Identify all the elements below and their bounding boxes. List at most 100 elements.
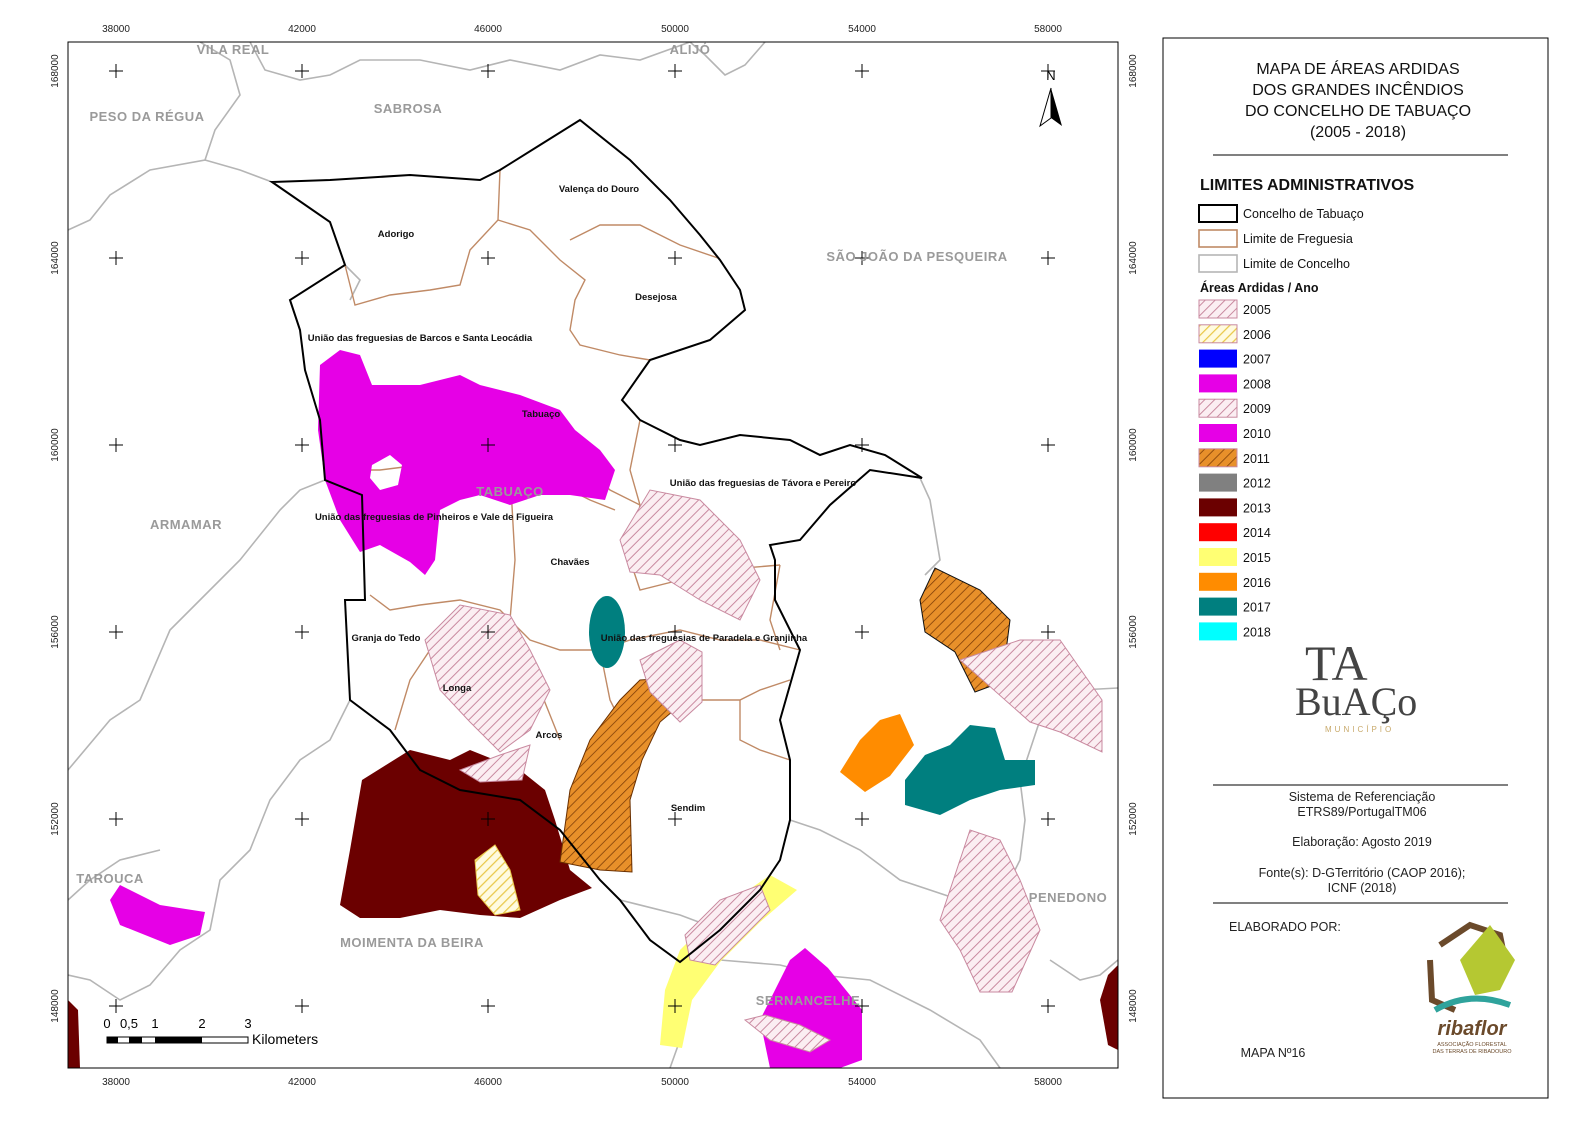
info-text: Sistema de Referenciação xyxy=(1289,790,1436,804)
y-coord-label: 156000 xyxy=(50,615,61,649)
logo-text: MUNICÍPIO xyxy=(1325,725,1394,734)
place-label: SERNANCELHE xyxy=(756,993,860,1008)
grid-cross xyxy=(481,64,495,78)
legend-label: 2013 xyxy=(1243,501,1271,515)
place-label: PENEDONO xyxy=(1029,890,1107,905)
parish-label: União das freguesias de Barcos e Santa L… xyxy=(308,333,533,344)
grid-cross xyxy=(481,812,495,826)
legend-swatch xyxy=(1199,548,1237,566)
legend-swatch xyxy=(1198,229,1238,248)
place-label: SABROSA xyxy=(374,101,443,116)
burned-2017-west xyxy=(589,596,625,668)
grid-cross xyxy=(855,625,869,639)
scale-unit: Kilometers xyxy=(252,1031,318,1047)
grid-cross xyxy=(481,438,495,452)
info-text: ETRS89/PortugalTM06 xyxy=(1297,805,1426,819)
burned-2017-east xyxy=(905,725,1035,815)
scale-bar xyxy=(106,1036,249,1044)
grid-cross xyxy=(295,625,309,639)
grid-cross xyxy=(295,251,309,265)
x-coord-label: 54000 xyxy=(848,1077,876,1088)
parish-label: Granja do Tedo xyxy=(352,633,421,644)
legend-swatch xyxy=(1198,299,1238,319)
x-coord-label: 42000 xyxy=(288,1077,316,1088)
y-coord-label: 168000 xyxy=(50,54,61,88)
grid-cross xyxy=(855,438,869,452)
legend-swatch xyxy=(1199,622,1237,641)
scale-label: 2 xyxy=(198,1016,205,1031)
legend-label: 2018 xyxy=(1243,625,1271,639)
legend-swatch xyxy=(1198,254,1238,273)
legend-label: 2014 xyxy=(1243,526,1271,540)
legend-label: 2017 xyxy=(1243,601,1271,615)
grid-cross xyxy=(1041,625,1055,639)
logo-text: DAS TERRAS DE RIBADOURO xyxy=(1432,1049,1512,1055)
legend-heading: Áreas Ardidas / Ano xyxy=(1200,280,1319,295)
grid-cross xyxy=(1041,251,1055,265)
burned-areas xyxy=(68,350,1118,1068)
org-logo: ribaflor ASSOCIAÇÃO FLORESTAL DAS TERRAS… xyxy=(1427,921,1515,1055)
x-coord-label: 54000 xyxy=(848,24,876,35)
legend-heading: LIMITES ADMINISTRATIVOS xyxy=(1200,177,1415,194)
concelho-boundary xyxy=(268,118,923,964)
grid-cross xyxy=(1041,64,1055,78)
burned-2016 xyxy=(840,714,914,792)
parish-label: União das freguesias de Pinheiros e Vale… xyxy=(315,512,554,523)
parish-label: Longa xyxy=(443,683,472,694)
burned-2006 xyxy=(474,844,521,916)
grid-cross xyxy=(109,251,123,265)
legend-label: 2012 xyxy=(1243,477,1271,491)
x-coord-label: 42000 xyxy=(288,24,316,35)
grid-cross xyxy=(855,999,869,1013)
legend-swatch xyxy=(1199,374,1237,393)
legend-swatch xyxy=(1199,572,1237,591)
logo-text: ASSOCIAÇÃO FLORESTAL xyxy=(1437,1041,1507,1048)
x-coord-label: 38000 xyxy=(102,1077,130,1088)
map-body xyxy=(68,42,1118,1068)
grid-cross xyxy=(668,438,682,452)
grid-cross xyxy=(295,438,309,452)
grid-cross xyxy=(109,812,123,826)
legend-swatch xyxy=(1198,448,1238,468)
parish-label: Chavães xyxy=(550,557,589,568)
north-arrow: N xyxy=(1039,68,1062,128)
place-label: ALIJÓ xyxy=(670,42,711,57)
legend-swatch xyxy=(1198,324,1238,344)
legend-label: 2016 xyxy=(1243,576,1271,590)
parish-label: Adorigo xyxy=(378,229,415,240)
legend-label: Concelho de Tabuaço xyxy=(1243,207,1364,221)
burned-2013 xyxy=(340,750,592,918)
info-text: ICNF (2018) xyxy=(1328,881,1397,895)
map-frame xyxy=(67,41,1119,1069)
grid-cross xyxy=(481,251,495,265)
x-coord-label: 50000 xyxy=(661,24,689,35)
y-coord-label: 148000 xyxy=(50,989,61,1023)
grid-cross xyxy=(109,999,123,1013)
grid-cross xyxy=(109,438,123,452)
place-label: MOIMENTA DA BEIRA xyxy=(340,935,484,950)
x-coord-label: 46000 xyxy=(474,1077,502,1088)
legend-title: DO CONCELHO DE TABUAÇO xyxy=(1245,103,1471,120)
legend-swatch xyxy=(1198,204,1238,223)
legend-swatch xyxy=(1198,398,1238,418)
scale-label: 0 xyxy=(103,1016,110,1031)
parish-label: Valença do Douro xyxy=(559,184,639,195)
place-label: TABUAÇO xyxy=(476,484,544,499)
place-label: SÃO JOÃO DA PESQUEIRA xyxy=(826,249,1007,264)
x-coord-label: 46000 xyxy=(474,24,502,35)
y-coord-label: 152000 xyxy=(1128,802,1139,836)
grid-cross xyxy=(1041,812,1055,826)
legend-swatch xyxy=(1199,424,1237,442)
y-coord-label: 156000 xyxy=(1128,615,1139,649)
scale-label: 1 xyxy=(151,1016,158,1031)
burned-2013-east xyxy=(1100,965,1118,1050)
burned-2008-2010 xyxy=(318,350,615,575)
map-number: MAPA Nº16 xyxy=(1241,1046,1306,1060)
parish-label: Desejosa xyxy=(635,292,677,303)
municipality-logo: TA BuAÇo MUNICÍPIO xyxy=(1295,635,1417,734)
legend-title: MAPA DE ÁREAS ARDIDAS xyxy=(1256,59,1459,78)
legend-swatch xyxy=(1199,349,1237,368)
place-label: VILA REAL xyxy=(197,42,270,57)
legend-title: (2005 - 2018) xyxy=(1310,124,1406,141)
